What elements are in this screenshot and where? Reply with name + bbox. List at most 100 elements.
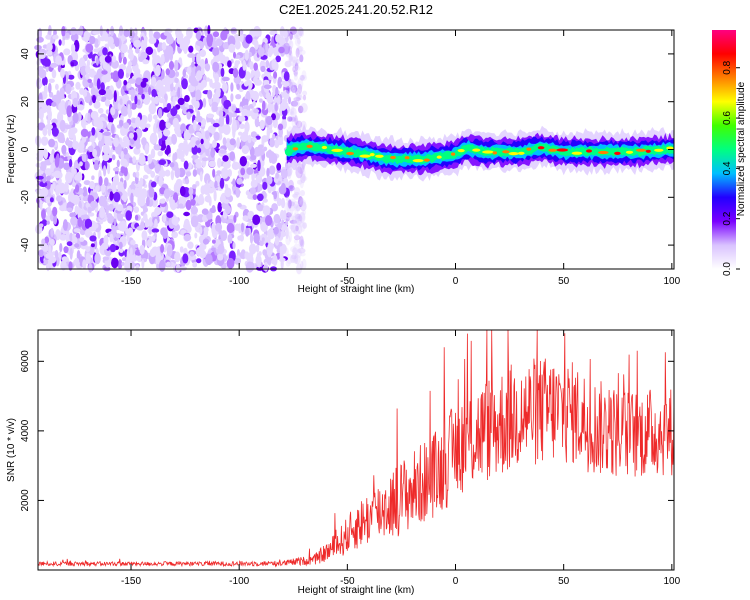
noise-speck <box>191 55 195 63</box>
noise-speck <box>295 216 300 224</box>
noise-speck <box>120 150 125 161</box>
noise-speck <box>226 257 235 269</box>
noise-speck <box>248 51 253 58</box>
noise-speck <box>188 162 192 170</box>
noise-speck <box>287 168 292 180</box>
noise-speck <box>217 201 222 213</box>
noise-speck <box>265 60 270 68</box>
noise-speck <box>244 49 249 61</box>
noise-speck <box>70 192 75 203</box>
noise-speck <box>245 34 253 44</box>
noise-speck <box>37 149 44 161</box>
noise-speck <box>61 26 66 37</box>
noise-speck <box>137 195 143 206</box>
noise-speck <box>239 156 247 167</box>
noise-speck <box>143 206 149 213</box>
signal-hot-spot <box>598 150 609 155</box>
noise-speck <box>289 201 295 207</box>
noise-speck <box>270 101 274 114</box>
noise-speck <box>119 220 127 232</box>
noise-speck <box>224 187 232 198</box>
noise-speck <box>293 235 301 241</box>
noise-speck <box>284 60 292 68</box>
noise-speck <box>294 62 299 71</box>
noise-speck <box>247 134 252 144</box>
noise-speck <box>292 247 298 256</box>
noise-speck <box>158 98 166 104</box>
noise-speck <box>301 70 307 79</box>
noise-speck <box>49 238 55 246</box>
noise-speck <box>154 163 161 174</box>
noise-speck <box>158 175 163 184</box>
noise-speck <box>253 233 260 244</box>
noise-speck <box>185 171 192 177</box>
noise-speck <box>227 60 232 68</box>
noise-speck <box>183 222 191 230</box>
noise-speck <box>298 220 304 228</box>
noise-speck <box>70 27 77 36</box>
noise-speck <box>291 252 298 264</box>
noise-speck <box>87 206 92 214</box>
noise-speck <box>275 34 282 43</box>
noise-speck <box>283 42 291 55</box>
noise-speck <box>255 135 261 140</box>
noise-speck <box>159 119 166 131</box>
noise-speck <box>105 92 114 100</box>
noise-speck <box>61 60 65 66</box>
noise-speck <box>96 78 101 90</box>
signal-hot-spot <box>359 154 371 158</box>
noise-speck <box>109 233 114 243</box>
noise-speck <box>229 138 236 146</box>
noise-speck <box>300 102 308 113</box>
noise-speck <box>113 137 119 148</box>
noise-speck <box>273 226 279 235</box>
noise-speck <box>300 173 306 184</box>
noise-speck <box>164 169 171 177</box>
noise-speck <box>240 167 246 176</box>
noise-speck <box>60 68 65 79</box>
noise-speck <box>203 183 211 195</box>
noise-speck <box>103 131 111 136</box>
noise-speck <box>195 89 202 101</box>
noise-speck <box>102 153 110 162</box>
noise-speck <box>185 199 192 211</box>
noise-speck <box>177 149 181 154</box>
noise-speck <box>289 31 293 40</box>
noise-speck <box>294 207 299 218</box>
noise-speck <box>135 116 141 128</box>
noise-speck <box>195 161 202 169</box>
noise-speck <box>150 170 156 178</box>
noise-speck <box>145 46 154 55</box>
noise-speck <box>151 96 155 109</box>
noise-speck <box>165 122 171 129</box>
noise-speck <box>206 113 215 119</box>
noise-speck <box>70 127 78 134</box>
noise-speck <box>275 55 282 63</box>
noise-speck <box>85 252 90 264</box>
noise-speck <box>290 254 296 264</box>
noise-speck <box>122 56 127 65</box>
noise-speck <box>199 226 203 235</box>
noise-speck <box>182 68 187 78</box>
noise-speck <box>226 222 235 234</box>
noise-speck <box>111 154 116 161</box>
noise-speck <box>293 97 302 102</box>
noise-speck <box>92 95 96 104</box>
signal-hot-spot <box>614 151 621 155</box>
noise-speck <box>54 249 59 259</box>
noise-speck <box>267 47 273 58</box>
signal-hot-spot <box>423 158 430 162</box>
noise-speck <box>273 94 281 106</box>
noise-speck <box>165 261 171 267</box>
noise-speck <box>148 37 157 45</box>
signal-hot-spot <box>306 144 313 148</box>
noise-speck <box>141 39 145 48</box>
noise-speck <box>262 198 268 203</box>
noise-speck <box>186 66 192 75</box>
noise-speck <box>107 163 111 175</box>
noise-speck <box>297 164 301 176</box>
noise-speck <box>91 127 96 136</box>
noise-speck <box>61 256 69 262</box>
colorbar-gradient <box>712 30 736 269</box>
noise-speck <box>220 67 225 78</box>
